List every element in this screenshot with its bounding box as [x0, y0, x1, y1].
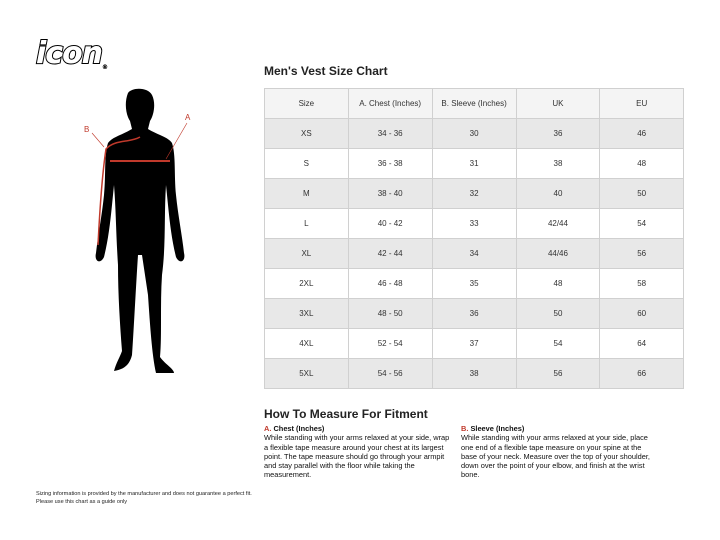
table-cell: 54	[515, 328, 601, 359]
label-b: B	[84, 125, 89, 134]
table-cell: 52 - 54	[347, 328, 433, 359]
table-cell: 46	[599, 118, 684, 149]
howto-title: How To Measure For Fitment	[264, 407, 428, 421]
sleeve-instructions: B. Sleeve (Inches) While standing with y…	[461, 424, 651, 480]
table-row: XL 42 - 44 34 44/46 56	[264, 238, 684, 269]
table-cell: 54 - 56	[347, 358, 433, 389]
table-cell: 32	[431, 178, 517, 209]
table-cell: 60	[599, 298, 684, 329]
table-row: 2XL 46 - 48 35 48 58	[264, 268, 684, 299]
sleeve-text: While standing with your arms relaxed at…	[461, 433, 650, 480]
table-cell: Size	[264, 88, 349, 119]
table-cell: 38	[431, 358, 517, 389]
label-a: A	[185, 113, 191, 122]
chest-heading: A. Chest (Inches)	[264, 424, 325, 433]
table-cell: 46 - 48	[347, 268, 433, 299]
table-cell: S	[264, 148, 349, 179]
sleeve-measure-line	[97, 136, 141, 246]
table-cell: A. Chest (Inches)	[347, 88, 433, 119]
table-cell: M	[264, 178, 349, 209]
table-cell: 34	[431, 238, 517, 269]
table-row: S 36 - 38 31 38 48	[264, 148, 684, 179]
table-cell: 34 - 36	[347, 118, 433, 149]
table-cell: XS	[264, 118, 349, 149]
table-cell: 3XL	[264, 298, 349, 329]
table-cell: 42/44	[515, 208, 601, 239]
table-cell: 5XL	[264, 358, 349, 389]
table-cell: 31	[431, 148, 517, 179]
table-cell: XL	[264, 238, 349, 269]
table-cell: 42 - 44	[347, 238, 433, 269]
silhouette-shape	[95, 88, 185, 374]
table-row: M 38 - 40 32 40 50	[264, 178, 684, 209]
table-cell: 36	[515, 118, 601, 149]
table-row: 4XL 52 - 54 37 54 64	[264, 328, 684, 359]
brand-logo: icon®	[35, 35, 108, 72]
table-cell: 54	[599, 208, 684, 239]
table-row: XS 34 - 36 30 36 46	[264, 118, 684, 149]
table-header-row: Size A. Chest (Inches) B. Sleeve (Inches) U…	[264, 88, 684, 119]
table-row: 3XL 48 - 50 36 50 60	[264, 298, 684, 329]
chest-instructions: A. Chest (Inches) While standing with yo…	[264, 424, 454, 480]
table-cell: 30	[431, 118, 517, 149]
chart-title: Men's Vest Size Chart	[264, 64, 388, 78]
table-row: 5XL 54 - 56 38 56 66	[264, 358, 684, 389]
table-cell: 48	[599, 148, 684, 179]
size-table: Size A. Chest (Inches) B. Sleeve (Inches) U…	[264, 88, 684, 389]
table-cell: 48 - 50	[347, 298, 433, 329]
table-cell: 50	[515, 298, 601, 329]
chest-text: While standing with your arms relaxed at…	[264, 433, 450, 480]
table-cell: 33	[431, 208, 517, 239]
sleeve-heading: B. Sleeve (Inches)	[461, 424, 525, 433]
table-cell: 58	[599, 268, 684, 299]
table-cell: 36	[431, 298, 517, 329]
table-row: L 40 - 42 33 42/44 54	[264, 208, 684, 239]
table-cell: L	[264, 208, 349, 239]
table-cell: 40 - 42	[347, 208, 433, 239]
table-cell: UK	[515, 88, 601, 119]
table-cell: 44/46	[515, 238, 601, 269]
table-cell: 66	[599, 358, 684, 389]
pointer-b	[91, 132, 105, 148]
table-cell: 50	[599, 178, 684, 209]
table-cell: 64	[599, 328, 684, 359]
body-silhouette: A B	[84, 88, 191, 374]
pointer-a	[165, 122, 188, 160]
table-cell: 48	[515, 268, 601, 299]
table-cell: 38	[515, 148, 601, 179]
table-cell: 56	[599, 238, 684, 269]
table-cell: 36 - 38	[347, 148, 433, 179]
table-cell: EU	[599, 88, 684, 119]
table-cell: 4XL	[264, 328, 349, 359]
table-cell: 2XL	[264, 268, 349, 299]
table-cell: 37	[431, 328, 517, 359]
table-cell: 38 - 40	[347, 178, 433, 209]
table-cell: 40	[515, 178, 601, 209]
table-cell: 56	[515, 358, 601, 389]
table-cell: 35	[431, 268, 517, 299]
table-cell: B. Sleeve (Inches)	[431, 88, 517, 119]
disclaimer: Sizing information is provided by the ma…	[36, 491, 252, 505]
